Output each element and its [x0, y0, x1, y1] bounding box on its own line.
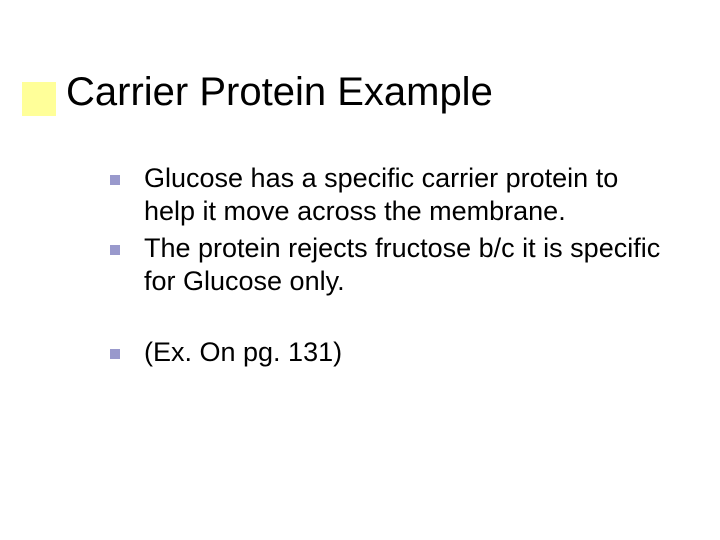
spacer	[110, 302, 670, 336]
title-accent-square	[22, 82, 56, 116]
slide: { "accent_color": "#ffff99", "bullet_col…	[0, 0, 720, 540]
square-bullet-icon	[110, 349, 120, 359]
bullet-text: Glucose has a specific carrier protein t…	[144, 162, 670, 228]
list-item: (Ex. On pg. 131)	[110, 336, 670, 369]
square-bullet-icon	[110, 245, 120, 255]
list-item: The protein rejects fructose b/c it is s…	[110, 232, 670, 298]
bullet-text: The protein rejects fructose b/c it is s…	[144, 232, 670, 298]
bullet-text: (Ex. On pg. 131)	[144, 336, 670, 369]
slide-title: Carrier Protein Example	[66, 70, 493, 115]
square-bullet-icon	[110, 175, 120, 185]
list-item: Glucose has a specific carrier protein t…	[110, 162, 670, 228]
slide-body: Glucose has a specific carrier protein t…	[110, 162, 670, 373]
